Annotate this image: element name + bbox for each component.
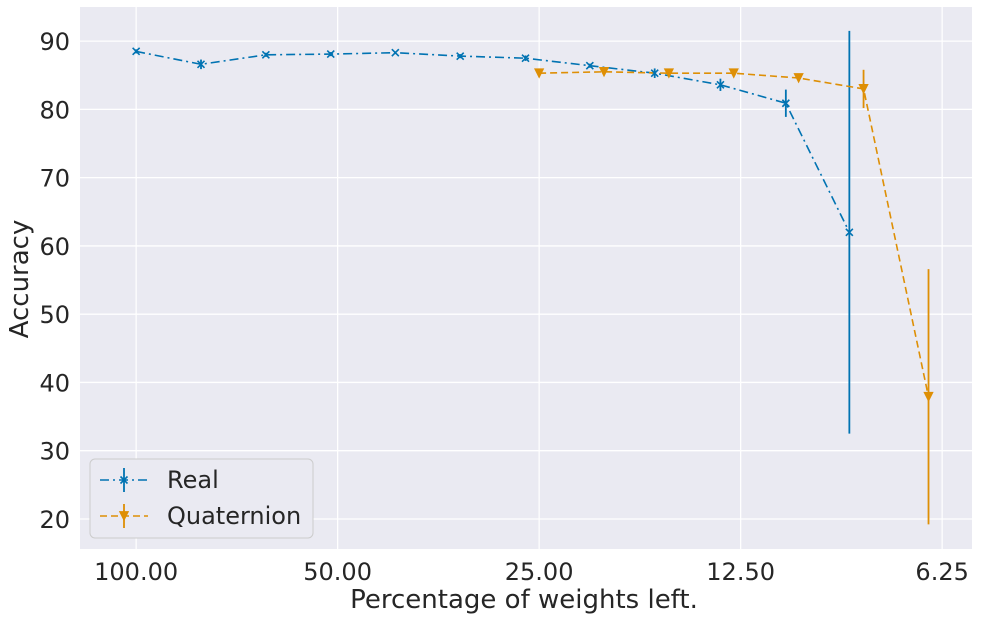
legend-label-quaternion: Quaternion [167, 502, 301, 530]
quaternion-point [598, 66, 610, 78]
x-tick-label: 50.00 [303, 558, 372, 586]
y-tick-label: 50 [39, 301, 70, 329]
legend: Real Quaternion [89, 458, 314, 539]
real-point [326, 50, 335, 59]
x-tick-label: 25.00 [505, 558, 574, 586]
series-markers [132, 47, 934, 403]
legend-marker-sample [119, 475, 129, 485]
quaternion-point [663, 68, 675, 79]
y-tick-label: 60 [39, 233, 70, 261]
real-point [521, 54, 530, 63]
real-point [585, 61, 594, 70]
real-point [391, 48, 400, 57]
legend-entry-real: Real [100, 466, 219, 494]
legend-marker-sample [118, 511, 130, 522]
y-tick-label: 30 [39, 438, 70, 466]
real-series-line [135, 50, 851, 233]
y-tick-label: 90 [39, 28, 70, 56]
y-tick-labels: 20 30 40 50 60 70 80 90 [39, 28, 70, 534]
real-point [456, 52, 465, 61]
real-point [261, 50, 270, 59]
quaternion-point [793, 73, 804, 84]
y-tick-label: 20 [39, 506, 70, 534]
quaternion-point [923, 391, 934, 403]
real-point [196, 60, 206, 69]
legend-box [89, 458, 314, 539]
quaternion-point [533, 68, 545, 79]
x-tick-label: 100.00 [94, 558, 178, 586]
y-tick-label: 40 [39, 369, 70, 397]
real-point [845, 228, 854, 237]
x-tick-labels: 100.00 50.00 25.00 12.50 6.25 [94, 558, 969, 586]
y-axis-title: Accuracy [5, 220, 35, 339]
x-tick-label: 12.50 [706, 558, 775, 586]
real-point [132, 47, 141, 56]
quaternion-point [858, 84, 869, 95]
legend-label-real: Real [167, 466, 219, 494]
real-point [716, 80, 725, 89]
y-tick-label: 70 [39, 165, 70, 193]
quaternion-point [728, 68, 739, 79]
legend-entry-quaternion: Quaternion [100, 502, 301, 530]
y-tick-label: 80 [39, 96, 70, 124]
real-point [781, 99, 790, 108]
x-tick-label: 6.25 [915, 558, 968, 586]
x-axis-title: Percentage of weights left. [350, 585, 698, 615]
real-point [650, 69, 659, 78]
grid [80, 7, 972, 549]
